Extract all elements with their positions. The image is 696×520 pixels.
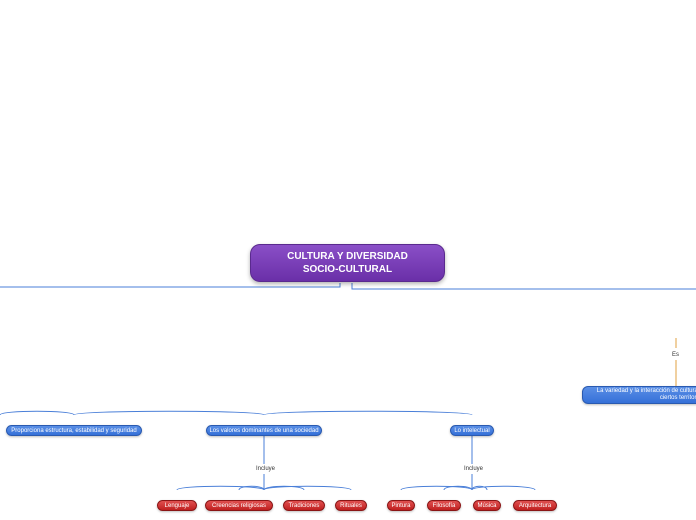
root-line1: CULTURA Y DIVERSIDAD [287,250,408,263]
red-node-rituales: Rituales [335,500,367,511]
red-node-creencias: Creencias religiosas [205,500,273,511]
red-node-lenguaje: Lenguaje [157,500,197,511]
red-node-filosofia: Filosofía [427,500,461,511]
red-node-musica: Música [473,500,501,511]
blue-node-estructura: Proporciona estructura, estabilidad y se… [6,425,142,436]
blue-node-valores: Los valores dominantes de una sociedad [206,425,322,436]
red-node-pintura: Pintura [387,500,415,511]
label-es: Es [672,352,679,358]
blue-node-intelectual: Lo intelectual [450,425,494,436]
root-node: CULTURA Y DIVERSIDAD SOCIO-CULTURAL [250,244,445,282]
label-incluye-2: Incluye [464,466,483,472]
root-line2: SOCIO-CULTURAL [287,263,408,276]
blue-node-variedad: La variedad y la interacción de culturas… [582,386,696,404]
red-node-tradiciones: Tradiciones [283,500,325,511]
label-incluye-1: Incluye [256,466,275,472]
red-node-arquitectura: Arquitectura [513,500,557,511]
